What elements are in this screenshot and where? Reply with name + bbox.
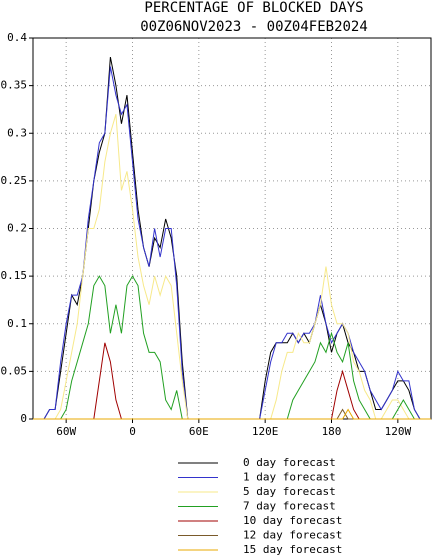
y-tick-label: 0.2 <box>7 222 27 235</box>
series-line <box>33 56 431 420</box>
chart-title: PERCENTAGE OF BLOCKED DAYS <box>144 0 363 16</box>
y-tick-label: 0.15 <box>1 269 28 282</box>
x-tick-label: 60W <box>56 425 76 438</box>
legend-label: 1 day forecast <box>243 471 336 484</box>
y-tick-label: 0.4 <box>7 31 27 44</box>
y-tick-label: 0.1 <box>7 317 27 330</box>
series-line <box>33 408 431 420</box>
y-tick-label: 0.05 <box>1 364 28 377</box>
x-tick-label: 120E <box>252 425 279 438</box>
legend-label: 5 day forecast <box>243 485 336 498</box>
x-tick-label: 120W <box>385 425 412 438</box>
y-tick-label: 0.25 <box>1 174 28 187</box>
x-tick-label: 0 <box>129 425 136 438</box>
y-tick-label: 0.3 <box>7 126 27 139</box>
legend-label: 10 day forecast <box>243 514 342 527</box>
series-line <box>33 342 431 420</box>
legend-label: 15 day forecast <box>243 543 342 556</box>
legend-label: 0 day forecast <box>243 456 336 469</box>
chart-subtitle: 00Z06NOV2023 - 00Z04FEB2024 <box>140 19 368 35</box>
legend-label: 7 day forecast <box>243 500 336 513</box>
x-tick-label: 180 <box>322 425 342 438</box>
series-line <box>33 408 431 420</box>
y-tick-label: 0.35 <box>1 79 28 92</box>
legend-label: 12 day forecast <box>243 529 342 542</box>
series-line <box>33 275 431 420</box>
series-line <box>33 66 431 420</box>
y-tick-label: 0 <box>20 412 27 425</box>
series-line <box>33 114 431 420</box>
x-tick-label: 60E <box>189 425 209 438</box>
